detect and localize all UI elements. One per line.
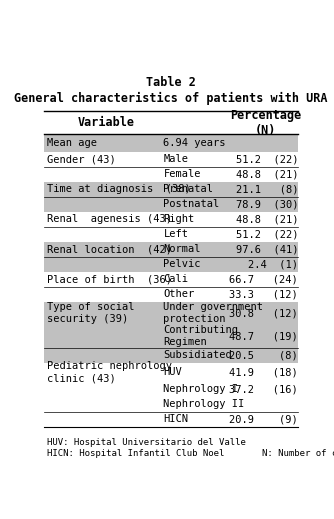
- Text: 20.5    (8): 20.5 (8): [229, 350, 298, 360]
- Text: 20.9    (9): 20.9 (9): [229, 414, 298, 424]
- Text: Renal location  (42): Renal location (42): [47, 244, 172, 254]
- Text: 33.3   (12): 33.3 (12): [229, 289, 298, 299]
- Bar: [44, 302, 298, 325]
- Text: 30.8   (12): 30.8 (12): [229, 308, 298, 318]
- Text: 51.2  (22): 51.2 (22): [235, 154, 298, 164]
- Text: 2.4  (1): 2.4 (1): [248, 260, 298, 269]
- Bar: [44, 325, 298, 348]
- Text: HUV: Hospital Universitario del Valle: HUV: Hospital Universitario del Valle: [47, 438, 246, 447]
- Bar: [44, 197, 298, 212]
- Text: Table 2: Table 2: [146, 76, 196, 89]
- Text: Nephrology I: Nephrology I: [163, 384, 238, 394]
- Text: Female: Female: [163, 169, 201, 179]
- Text: Gender (43): Gender (43): [47, 154, 116, 164]
- Bar: [44, 348, 298, 363]
- Bar: [44, 257, 298, 272]
- Text: 37.2   (16): 37.2 (16): [229, 384, 298, 394]
- Text: Contributing
Regimen: Contributing Regimen: [163, 325, 238, 347]
- Text: HICN: HICN: [163, 414, 188, 424]
- Text: 41.9   (18): 41.9 (18): [229, 367, 298, 377]
- Text: Variable: Variable: [78, 116, 135, 129]
- Text: Percentage
(N): Percentage (N): [230, 108, 301, 136]
- Text: Renal  agenesis (43): Renal agenesis (43): [47, 214, 172, 224]
- Text: 48.8  (21): 48.8 (21): [235, 169, 298, 179]
- Text: Type of social
security (39): Type of social security (39): [47, 302, 134, 324]
- Text: HICN: Hospital Infantil Club Noel       N: Number of cases: HICN: Hospital Infantil Club Noel N: Num…: [47, 449, 334, 458]
- Text: 51.2  (22): 51.2 (22): [235, 229, 298, 239]
- Text: Prenatal: Prenatal: [163, 184, 213, 194]
- Text: Left: Left: [163, 229, 188, 239]
- Text: Male: Male: [163, 154, 188, 164]
- Text: 66.7   (24): 66.7 (24): [229, 275, 298, 284]
- Text: Other: Other: [163, 289, 195, 299]
- Text: 21.1   (8): 21.1 (8): [235, 184, 298, 194]
- Text: General characteristics of patients with URA: General characteristics of patients with…: [14, 91, 328, 104]
- Bar: [44, 242, 298, 257]
- Text: Pelvic: Pelvic: [163, 260, 201, 269]
- Text: Postnatal: Postnatal: [163, 199, 220, 209]
- Text: Right: Right: [163, 214, 195, 224]
- Text: Subsidiated: Subsidiated: [163, 350, 232, 360]
- Bar: [44, 134, 298, 152]
- Text: Under government
protection: Under government protection: [163, 302, 264, 324]
- Text: Place of birth  (36): Place of birth (36): [47, 275, 172, 284]
- Bar: [44, 182, 298, 197]
- Text: 48.8  (21): 48.8 (21): [235, 214, 298, 224]
- Text: 78.9  (30): 78.9 (30): [235, 199, 298, 209]
- Text: HUV: HUV: [163, 367, 182, 377]
- Text: Cali: Cali: [163, 275, 188, 284]
- Text: 97.6  (41): 97.6 (41): [235, 244, 298, 254]
- Text: Mean age: Mean age: [47, 138, 97, 148]
- Text: Nephrology II: Nephrology II: [163, 399, 245, 409]
- Text: Time at diagnosis  (38): Time at diagnosis (38): [47, 184, 191, 194]
- Text: 48.7   (19): 48.7 (19): [229, 331, 298, 341]
- Text: Pediatric nephrology
clinic (43): Pediatric nephrology clinic (43): [47, 361, 172, 384]
- Text: 6.94 years: 6.94 years: [163, 138, 226, 148]
- Text: Normal: Normal: [163, 244, 201, 254]
